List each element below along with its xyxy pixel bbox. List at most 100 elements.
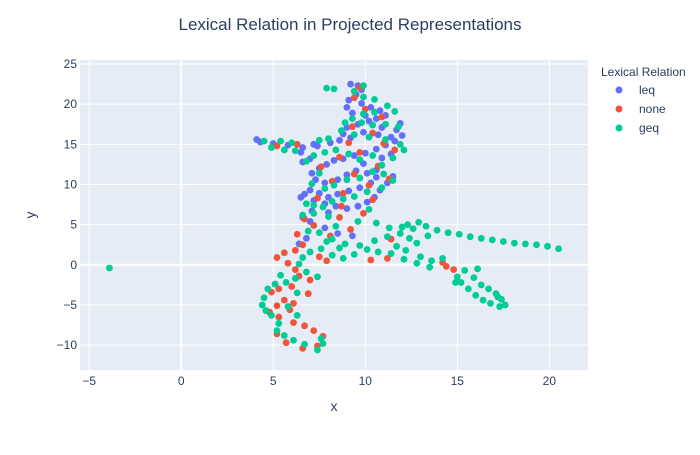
x-tick-label: 5 [270,374,277,388]
data-point [372,115,380,123]
data-point [330,181,338,189]
data-point [315,136,323,144]
legend-items[interactable]: leq none geq [615,83,667,135]
data-point [291,246,299,254]
data-point [301,322,308,330]
data-point [378,154,386,162]
data-point [306,248,314,256]
data-point [319,203,327,211]
data-point [396,140,404,148]
data-point [273,327,281,335]
data-point [378,184,386,192]
data-point [288,139,296,147]
y-tick-label: 15 [64,137,78,151]
data-point [457,279,465,286]
data-point [273,142,281,150]
data-point [428,257,435,265]
data-point [280,249,288,257]
data-point [350,131,358,139]
data-point [424,232,432,240]
data-point [453,273,461,281]
y-tick-label: −10 [57,338,78,352]
data-point [356,242,364,249]
data-point [413,239,421,247]
data-point [317,163,325,171]
data-point [378,161,386,169]
data-point [310,222,318,229]
y-tick-label: 25 [64,57,78,71]
y-axis-label: y [22,212,38,219]
data-point [455,230,463,238]
data-point [284,259,292,267]
data-point [371,95,378,103]
data-point [301,340,308,348]
data-point [378,113,386,121]
legend-item-geq[interactable]: geq [615,121,660,135]
x-axis-label: x [331,398,338,414]
data-point [310,140,318,148]
data-point [299,211,307,219]
data-point [273,302,281,310]
data-point [280,146,288,154]
data-point [356,184,364,192]
data-point [302,200,310,208]
data-point [280,332,288,339]
data-point [264,285,272,293]
data-point [374,248,382,256]
y-tick-label: 20 [64,97,78,111]
data-point [325,135,332,143]
data-point [341,119,349,127]
data-point [470,274,478,282]
data-point [310,209,318,217]
data-point [496,303,504,310]
legend-item-none[interactable]: none [615,102,667,116]
data-point [415,218,423,226]
data-point [361,149,369,157]
data-point [383,233,391,241]
legend-label: none [639,102,666,116]
data-point [299,254,307,261]
legend-label: geq [639,121,659,135]
legend[interactable]: Lexical Relation leq none geq [601,65,686,135]
data-point [321,224,329,232]
data-point [328,251,336,259]
data-point [330,85,338,93]
data-point [477,281,485,289]
data-point [347,226,354,233]
data-point [365,181,373,189]
data-point [398,223,406,231]
data-point [345,139,353,147]
y-tick-label: −5 [63,298,77,312]
data-point [409,225,417,233]
data-point [345,96,353,104]
data-point [295,260,303,268]
data-point [400,146,408,154]
data-point [336,214,343,221]
data-point [317,335,325,343]
data-point [273,254,281,261]
x-tick-label: 0 [178,374,185,388]
data-point [299,241,307,249]
data-point [488,236,496,244]
data-point [360,128,367,136]
data-point [317,245,325,253]
legend-item-leq[interactable]: leq [615,83,656,97]
data-point [350,250,358,258]
data-point [275,320,283,327]
data-point [343,171,351,179]
data-point [363,169,371,177]
data-point [350,152,358,159]
data-point [297,148,305,156]
data-point [293,230,301,238]
data-point [372,219,380,227]
data-point [345,187,353,195]
data-point [260,137,268,145]
data-point [336,136,343,144]
legend-marker [615,105,623,113]
legend-marker [615,124,623,132]
data-point [291,275,299,282]
data-point [501,301,509,309]
data-point [277,271,285,279]
data-point [323,84,331,92]
